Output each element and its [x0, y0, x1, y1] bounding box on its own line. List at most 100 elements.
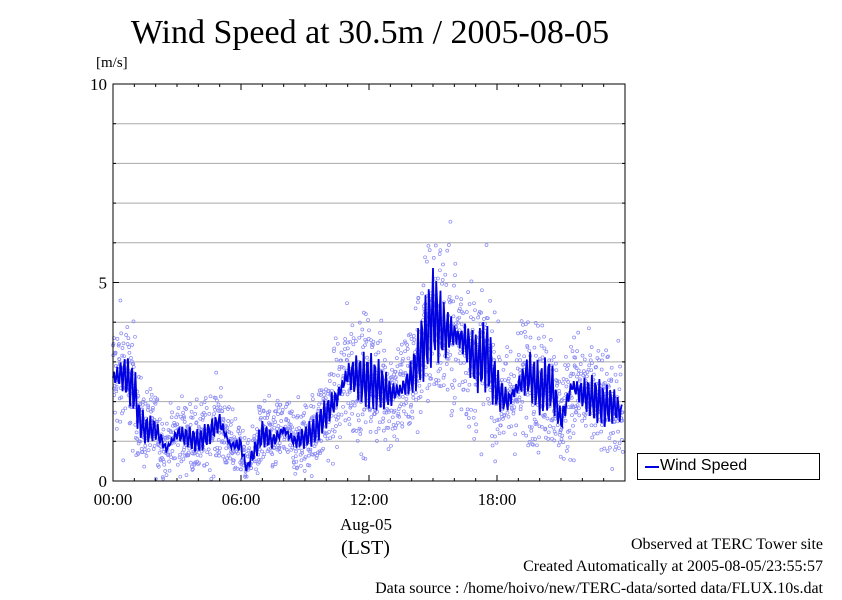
data-point [119, 395, 124, 400]
data-point [246, 438, 251, 442]
data-point [166, 452, 171, 457]
data-point [262, 398, 267, 403]
data-point [346, 353, 351, 358]
data-point [516, 331, 520, 336]
data-point [573, 355, 578, 360]
data-point [595, 431, 600, 436]
data-point [618, 372, 623, 377]
data-point [590, 361, 594, 365]
data-point [138, 439, 142, 444]
data-point [347, 389, 352, 394]
data-point [315, 453, 319, 458]
data-point [394, 375, 398, 380]
data-point [143, 450, 147, 455]
data-point [543, 412, 547, 417]
data-point [237, 431, 242, 436]
data-point [113, 364, 118, 368]
data-point [381, 428, 386, 433]
data-point [203, 396, 208, 400]
data-point [551, 425, 556, 430]
data-point [146, 403, 150, 408]
data-point [411, 395, 416, 400]
data-point [375, 439, 379, 443]
data-point [130, 343, 135, 347]
data-point [531, 412, 536, 416]
data-point [530, 442, 535, 447]
data-point [382, 348, 386, 353]
data-point [561, 381, 565, 386]
data-point [414, 397, 418, 402]
data-point [232, 450, 236, 454]
data-point [291, 455, 296, 460]
data-point [352, 403, 357, 408]
data-point [127, 421, 132, 426]
data-point [517, 397, 522, 402]
data-point [343, 418, 348, 423]
data-point [228, 456, 233, 461]
data-point [489, 415, 494, 420]
data-point [527, 439, 532, 444]
data-point [363, 343, 367, 348]
data-point [267, 393, 272, 398]
data-point [508, 349, 513, 354]
data-point [565, 449, 569, 453]
legend: Wind Speed [637, 453, 820, 480]
data-point [589, 345, 594, 349]
data-point [290, 445, 295, 450]
data-point [497, 417, 501, 422]
data-point [437, 252, 442, 256]
data-point [271, 415, 276, 420]
data-point [577, 378, 582, 383]
data-point [288, 443, 293, 448]
data-point [450, 409, 455, 413]
data-point [608, 445, 612, 450]
data-point [376, 426, 381, 431]
data-point [560, 398, 564, 402]
data-point [452, 395, 457, 400]
data-point [438, 248, 443, 253]
data-point [496, 319, 501, 324]
data-point [189, 409, 194, 414]
data-point [126, 336, 131, 341]
data-point [291, 414, 296, 419]
data-point [611, 431, 616, 435]
data-point [462, 360, 466, 365]
data-point [589, 368, 594, 373]
data-point [392, 408, 397, 413]
data-point [583, 423, 588, 428]
data-point [574, 366, 579, 370]
data-point [386, 447, 391, 451]
data-point [525, 343, 530, 348]
data-point [571, 423, 575, 428]
data-point [195, 453, 200, 457]
data-point [300, 451, 305, 455]
data-point [316, 392, 321, 397]
data-point [387, 419, 392, 424]
data-point [161, 476, 166, 481]
data-point [563, 363, 567, 367]
data-point [380, 419, 385, 424]
data-point [609, 365, 614, 370]
data-point [514, 423, 519, 428]
data-point [211, 414, 216, 419]
data-point [405, 347, 410, 351]
data-point [436, 276, 440, 281]
data-point [478, 322, 483, 327]
data-point [570, 413, 574, 418]
data-point [453, 273, 457, 278]
data-point [339, 412, 344, 417]
data-point [364, 339, 369, 344]
data-point [297, 426, 301, 430]
data-point [587, 363, 592, 368]
data-point [128, 420, 133, 425]
data-point [409, 403, 414, 407]
y-tick-label: 5 [99, 274, 108, 293]
data-point [580, 353, 585, 358]
data-point [221, 454, 225, 459]
data-point [245, 441, 250, 445]
data-point [178, 474, 183, 479]
data-point [208, 394, 213, 399]
data-point [330, 388, 334, 393]
data-point [616, 429, 620, 434]
